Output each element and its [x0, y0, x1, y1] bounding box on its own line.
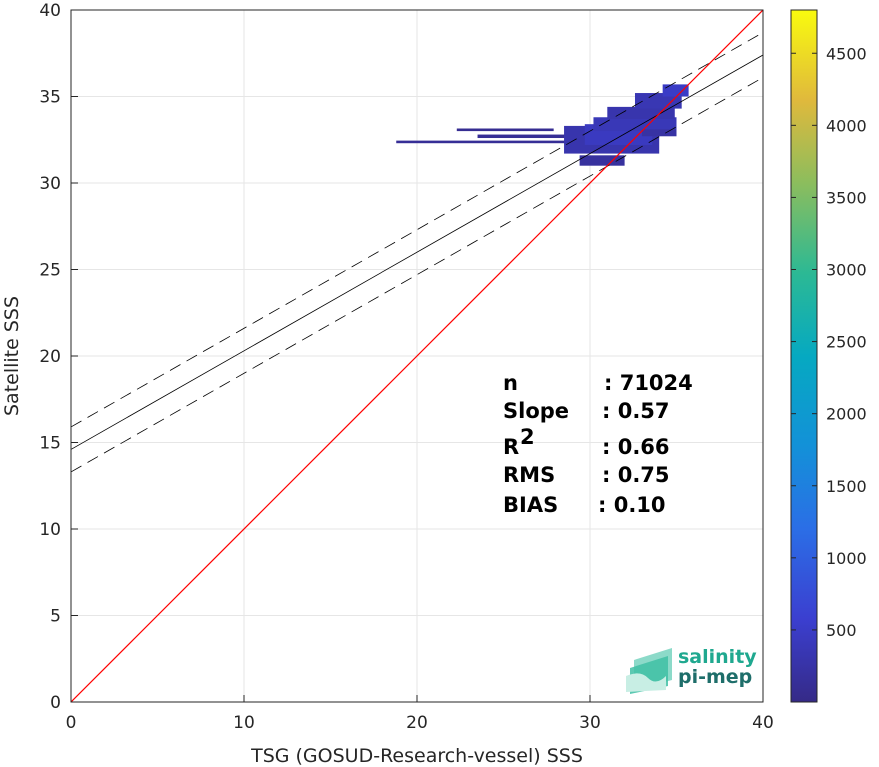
fit-lines: [71, 10, 763, 702]
colorbar-tick-label: 2000: [826, 405, 867, 424]
stat-value: : 0.57: [602, 399, 670, 423]
logo-pi-mep-text: pi-mep: [678, 666, 752, 688]
stat-superscript: 2: [520, 425, 535, 449]
colorbar-tick-label: 2500: [826, 333, 867, 352]
y-tick-label: 5: [50, 607, 61, 627]
logo-salinity-text: salinity: [678, 646, 757, 668]
colorbar-tick-label: 3500: [826, 188, 867, 207]
x-tick-label: 20: [406, 713, 428, 733]
y-tick-label: 40: [39, 1, 61, 21]
y-axis-ticks: 0 5 10 15 20 25 30 35 40: [39, 1, 78, 713]
colorbar-tick-label: 1000: [826, 549, 867, 568]
y-tick-label: 25: [39, 261, 61, 281]
y-tick-label: 35: [39, 88, 61, 108]
colorbar-ticks: 500 1000 1500 2000 2500 3000 3500 4000 4500: [791, 44, 867, 640]
y-tick-label: 15: [39, 434, 61, 454]
y-tick-label: 10: [39, 520, 61, 540]
stat-label: RMS: [503, 463, 555, 487]
colorbar-tick-label: 4000: [826, 116, 867, 135]
colorbar: [790, 9, 818, 703]
y-tick-label: 0: [50, 693, 61, 713]
density-cell: [456, 128, 554, 132]
density-cell: [641, 129, 677, 137]
x-tick-label: 40: [752, 713, 774, 733]
colorbar-tick-label: 500: [826, 621, 857, 640]
density-cell: [607, 106, 675, 119]
stats-box: n : 71024 Slope : 0.57 R 2 : 0.66 RMS : 0.75 BIAS…: [503, 371, 693, 517]
stat-label: Slope: [503, 399, 569, 423]
x-axis-label: TSG (GOSUD-Research-vessel) SSS: [250, 745, 583, 767]
y-tick-label: 30: [39, 174, 61, 194]
x-tick-label: 0: [66, 713, 77, 733]
colorbar-tick-label: 1500: [826, 477, 867, 496]
density-cell: [477, 134, 585, 139]
regression-line: [71, 54, 763, 450]
stat-label: R: [503, 435, 519, 459]
stat-label: BIAS: [503, 493, 558, 517]
density-cell: [593, 117, 677, 132]
density-cell: [662, 84, 689, 97]
density-cell: [579, 155, 625, 166]
salinity-pi-mep-logo: salinity pi-mep: [626, 646, 757, 694]
density-cells: [396, 84, 689, 166]
stat-value: : 71024: [604, 371, 693, 395]
stat-value: : 0.75: [602, 463, 670, 487]
x-tick-label: 30: [579, 713, 601, 733]
density-cell: [634, 93, 682, 109]
y-tick-label: 20: [39, 347, 61, 367]
logo-wave-icon: [626, 648, 672, 694]
x-axis-ticks: 0 10 20 30 40: [66, 695, 774, 733]
stat-value: : 0.66: [602, 435, 670, 459]
colorbar-tick-label: 4500: [826, 44, 867, 63]
stat-label: n: [503, 371, 518, 395]
density-cell: [396, 140, 613, 144]
stat-value: : 0.10: [598, 493, 666, 517]
colorbar-tick-label: 3000: [826, 261, 867, 280]
y-axis-label: Satellite SSS: [1, 296, 23, 416]
one-to-one-line: [71, 10, 763, 702]
x-tick-label: 10: [233, 713, 255, 733]
